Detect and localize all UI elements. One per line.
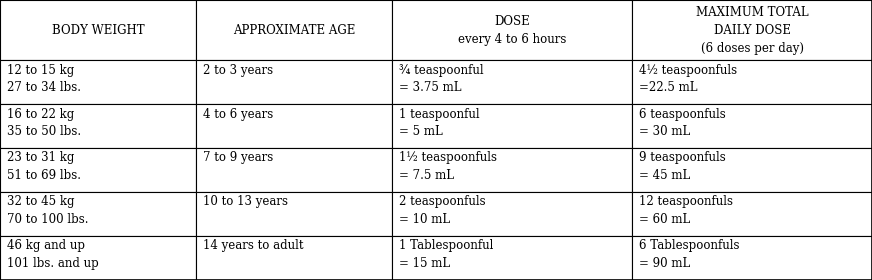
Text: 12 to 15 kg
27 to 34 lbs.: 12 to 15 kg 27 to 34 lbs. <box>7 64 81 94</box>
Text: 1 Tablespoonful
= 15 mL: 1 Tablespoonful = 15 mL <box>399 239 494 270</box>
Text: 16 to 22 kg
35 to 50 lbs.: 16 to 22 kg 35 to 50 lbs. <box>7 108 81 138</box>
Bar <box>632 60 872 104</box>
Text: 32 to 45 kg
70 to 100 lbs.: 32 to 45 kg 70 to 100 lbs. <box>7 195 88 226</box>
Bar <box>632 104 872 148</box>
Bar <box>392 192 632 236</box>
Text: 46 kg and up
101 lbs. and up: 46 kg and up 101 lbs. and up <box>7 239 99 270</box>
Text: 1½ teaspoonfuls
= 7.5 mL: 1½ teaspoonfuls = 7.5 mL <box>399 151 497 182</box>
Text: 23 to 31 kg
51 to 69 lbs.: 23 to 31 kg 51 to 69 lbs. <box>7 151 81 182</box>
Bar <box>392 0 632 60</box>
Text: 14 years to adult: 14 years to adult <box>203 239 303 252</box>
Bar <box>196 0 392 60</box>
Bar <box>0 148 196 192</box>
Bar <box>392 148 632 192</box>
Bar <box>196 148 392 192</box>
Bar <box>632 192 872 236</box>
Bar <box>0 0 196 60</box>
Text: 9 teaspoonfuls
= 45 mL: 9 teaspoonfuls = 45 mL <box>639 151 726 182</box>
Bar <box>0 236 196 280</box>
Bar <box>196 104 392 148</box>
Bar <box>392 60 632 104</box>
Text: ¾ teaspoonful
= 3.75 mL: ¾ teaspoonful = 3.75 mL <box>399 64 484 94</box>
Bar <box>196 60 392 104</box>
Text: 6 teaspoonfuls
= 30 mL: 6 teaspoonfuls = 30 mL <box>639 108 726 138</box>
Bar <box>632 0 872 60</box>
Bar <box>392 104 632 148</box>
Text: 6 Tablespoonfuls
= 90 mL: 6 Tablespoonfuls = 90 mL <box>639 239 739 270</box>
Text: APPROXIMATE AGE: APPROXIMATE AGE <box>233 24 356 37</box>
Bar <box>196 192 392 236</box>
Text: 1 teaspoonful
= 5 mL: 1 teaspoonful = 5 mL <box>399 108 480 138</box>
Bar <box>0 104 196 148</box>
Text: DOSE
every 4 to 6 hours: DOSE every 4 to 6 hours <box>458 15 567 46</box>
Bar <box>196 236 392 280</box>
Text: 12 teaspoonfuls
= 60 mL: 12 teaspoonfuls = 60 mL <box>639 195 733 226</box>
Bar <box>0 60 196 104</box>
Bar <box>0 192 196 236</box>
Text: 2 teaspoonfuls
= 10 mL: 2 teaspoonfuls = 10 mL <box>399 195 486 226</box>
Text: 7 to 9 years: 7 to 9 years <box>203 151 274 164</box>
Text: 4 to 6 years: 4 to 6 years <box>203 108 274 120</box>
Text: 2 to 3 years: 2 to 3 years <box>203 64 273 76</box>
Text: 4½ teaspoonfuls
=22.5 mL: 4½ teaspoonfuls =22.5 mL <box>639 64 738 94</box>
Text: BODY WEIGHT: BODY WEIGHT <box>51 24 145 37</box>
Bar <box>632 148 872 192</box>
Text: MAXIMUM TOTAL
DAILY DOSE
(6 doses per day): MAXIMUM TOTAL DAILY DOSE (6 doses per da… <box>696 6 808 55</box>
Bar <box>632 236 872 280</box>
Bar <box>392 236 632 280</box>
Text: 10 to 13 years: 10 to 13 years <box>203 195 288 208</box>
